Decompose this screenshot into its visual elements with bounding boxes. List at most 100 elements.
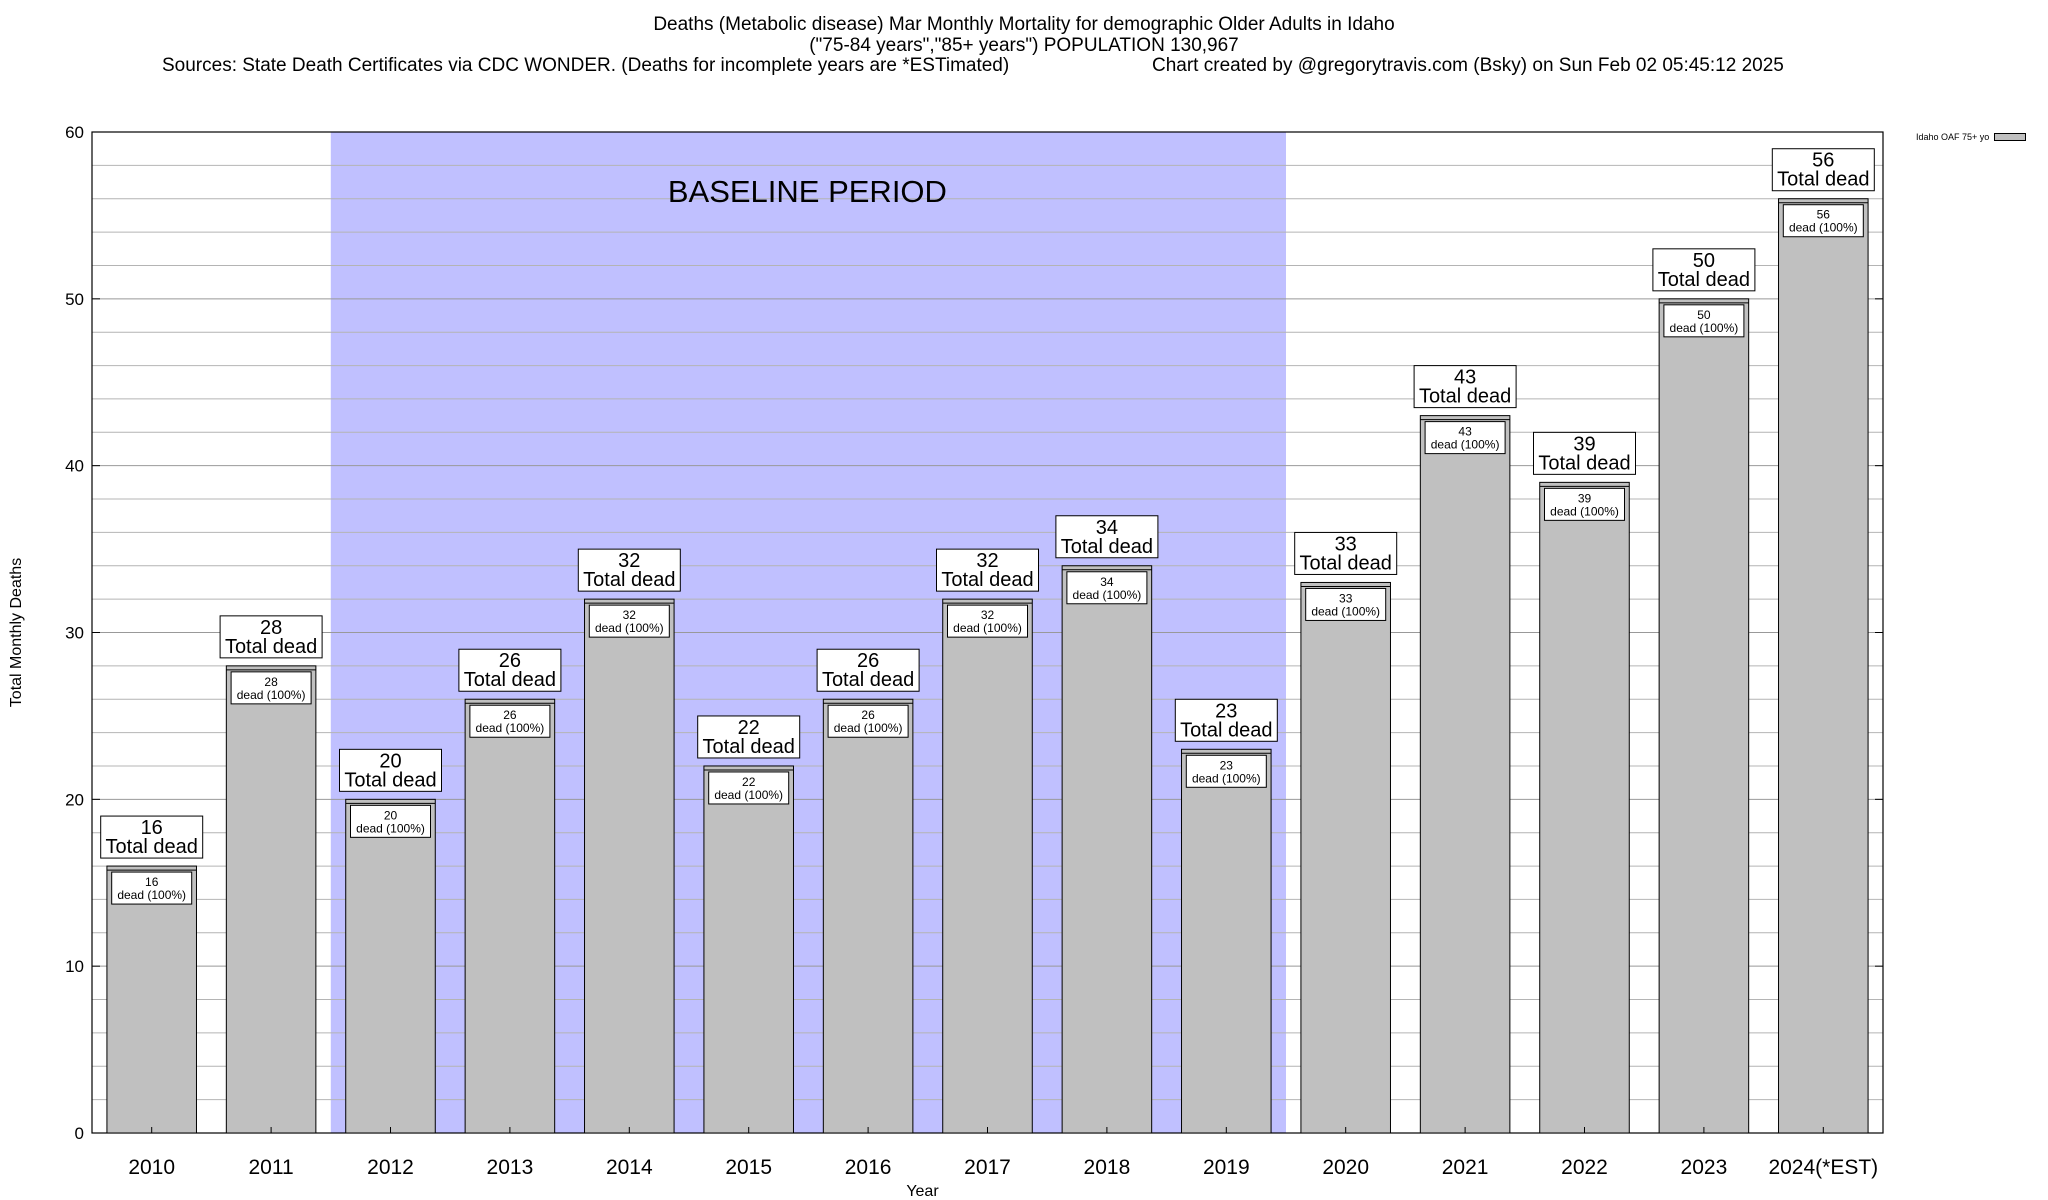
bar-2022: [1539, 481, 1630, 1134]
top-value-label: 33: [1335, 533, 1357, 555]
top-label-box: [697, 715, 801, 759]
inner-label-box: [1424, 421, 1506, 455]
top-value-label: 26: [857, 650, 879, 672]
bar-2024(*EST): [1778, 198, 1869, 1134]
top-total-label: Total dead: [941, 569, 1033, 591]
bar-2013: [464, 698, 556, 1134]
top-total-label: Total dead: [1419, 386, 1511, 408]
bar-2019: [1181, 748, 1272, 1134]
title-line-2: ("75-84 years","85+ years") POPULATION 1…: [809, 35, 1239, 56]
inner-label-box: [588, 604, 670, 638]
bar-2012: [345, 798, 436, 1134]
top-label-box: [1533, 431, 1636, 475]
top-value-label: 26: [499, 650, 521, 672]
top-value-label: 28: [260, 617, 282, 639]
inner-value-label: 20: [384, 808, 398, 822]
inner-value-label: 23: [1220, 758, 1234, 772]
inner-pct-label: dead (100%): [1550, 504, 1619, 518]
chart-title: Deaths (Metabolic disease) Mar Monthly M…: [0, 14, 2048, 56]
bar-2017: [942, 598, 1033, 1134]
x-tick-label: 2017: [964, 1156, 1011, 1179]
x-tick-label: 2020: [1322, 1156, 1369, 1179]
credit-note: Chart created by @gregorytravis.com (Bsk…: [1152, 55, 1784, 76]
bar-2018: [1061, 565, 1153, 1134]
inner-value-label: 33: [1339, 591, 1353, 605]
legend-label: Idaho OAF 75+ yo: [1916, 132, 1990, 142]
inner-pct-label: dead (100%): [1192, 771, 1261, 785]
y-tick-label: 30: [65, 624, 84, 643]
title-line-1: Deaths (Metabolic disease) Mar Monthly M…: [653, 14, 1395, 35]
bar-2016: [822, 698, 914, 1134]
top-value-label: 32: [976, 550, 998, 572]
bar-2011: [225, 665, 317, 1134]
top-total-label: Total dead: [1658, 269, 1750, 291]
bar-2023: [1658, 298, 1750, 1134]
inner-label-box: [1782, 204, 1864, 238]
x-tick-label: 2023: [1681, 1156, 1728, 1179]
y-tick-label: 50: [65, 290, 84, 309]
inner-pct-label: dead (100%): [1789, 221, 1858, 235]
top-total-label: Total dead: [1538, 452, 1630, 474]
inner-label-box: [230, 671, 312, 705]
legend: Idaho OAF 75+ yo: [1916, 132, 2027, 142]
x-tick-label: 2012: [367, 1156, 414, 1179]
y-tick-label: 10: [65, 957, 84, 976]
inner-pct-label: dead (100%): [953, 621, 1022, 635]
top-label-box: [1771, 148, 1875, 192]
top-value-label: 50: [1693, 250, 1715, 272]
x-tick-label: 2018: [1084, 1156, 1131, 1179]
inner-value-label: 28: [264, 675, 278, 689]
top-value-label: 22: [738, 717, 760, 739]
inner-value-label: 43: [1458, 425, 1472, 439]
inner-label-box: [350, 804, 431, 838]
inner-value-label: 50: [1697, 308, 1711, 322]
top-label-box: [936, 548, 1039, 592]
inner-label-box: [1663, 304, 1745, 338]
top-label-box: [816, 648, 920, 692]
inner-pct-label: dead (100%): [356, 821, 425, 835]
top-label-box: [458, 648, 562, 692]
inner-label-box: [827, 704, 909, 738]
top-label-box: [1413, 365, 1517, 409]
legend-swatch: [1994, 133, 2027, 141]
inner-pct-label: dead (100%): [237, 688, 306, 702]
sources-note: Sources: State Death Certificates via CD…: [162, 55, 1010, 76]
baseline-label: BASELINE PERIOD: [668, 174, 947, 209]
top-value-label: 32: [618, 550, 640, 572]
top-value-label: 20: [379, 750, 401, 772]
x-tick-label: 2015: [725, 1156, 772, 1179]
inner-label-box: [1185, 754, 1267, 788]
inner-label-box: [111, 871, 193, 905]
inner-value-label: 22: [742, 775, 756, 789]
inner-label-box: [1305, 587, 1387, 621]
x-tick-label: 2019: [1203, 1156, 1250, 1179]
inner-label-box: [708, 771, 790, 805]
top-value-label: 23: [1215, 700, 1237, 722]
top-label-box: [1174, 698, 1278, 742]
top-label-box: [100, 815, 204, 859]
inner-label-box: [469, 704, 551, 738]
top-label-box: [1652, 248, 1756, 292]
inner-pct-label: dead (100%): [1073, 588, 1142, 602]
y-tick-label: 40: [65, 457, 84, 476]
top-total-label: Total dead: [1777, 169, 1869, 191]
top-value-label: 34: [1096, 517, 1118, 539]
inner-pct-label: dead (100%): [1431, 438, 1500, 452]
x-tick-label: 2022: [1561, 1156, 1608, 1179]
top-label-box: [1055, 515, 1159, 559]
bar-2021: [1419, 415, 1511, 1134]
inner-pct-label: dead (100%): [1670, 321, 1739, 335]
x-tick-label: 2014: [606, 1156, 653, 1179]
top-label-box: [339, 748, 442, 792]
inner-label-box: [1544, 487, 1625, 521]
top-total-label: Total dead: [1061, 536, 1153, 558]
inner-value-label: 34: [1100, 575, 1114, 589]
inner-value-label: 32: [623, 608, 637, 622]
top-value-label: 43: [1454, 367, 1476, 389]
top-total-label: Total dead: [1180, 719, 1272, 741]
inner-pct-label: dead (100%): [1311, 604, 1380, 618]
bar-2015: [703, 765, 794, 1134]
top-total-label: Total dead: [822, 669, 914, 691]
y-tick-label: 0: [75, 1124, 84, 1143]
